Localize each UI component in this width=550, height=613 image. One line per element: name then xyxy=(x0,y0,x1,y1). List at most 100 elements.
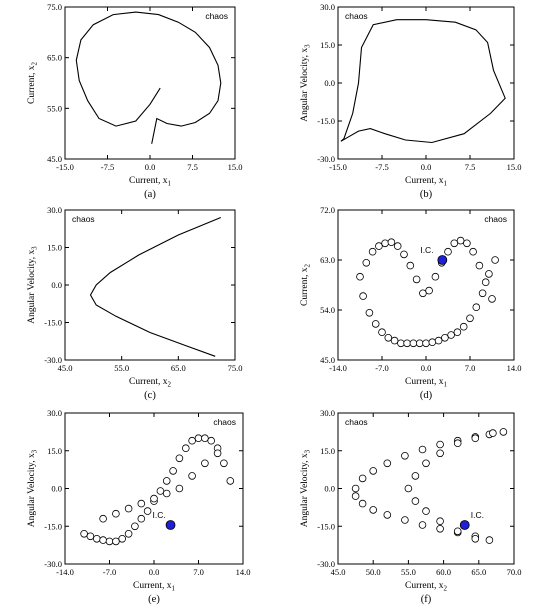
poincare-point xyxy=(351,484,360,493)
x-tick-label: 55.0 xyxy=(114,363,129,373)
x-tick-label: 65.0 xyxy=(171,363,186,373)
x-axis-label: Current, x1 xyxy=(129,176,172,188)
y-tick-label: 30.0 xyxy=(320,2,335,12)
y-tick-label: 15.0 xyxy=(47,446,62,456)
x-tick-label: 0.0 xyxy=(421,363,432,373)
poincare-point xyxy=(201,434,209,443)
poincare-point xyxy=(220,459,228,468)
initial-condition-point xyxy=(459,520,470,530)
x-axis-label: Current, x1 xyxy=(405,176,448,188)
poincare-point xyxy=(371,320,380,328)
chaos-annotation: chaos xyxy=(205,11,228,21)
poincare-point xyxy=(150,494,158,503)
poincare-point xyxy=(411,497,420,505)
poincare-point xyxy=(356,272,364,281)
chaos-annotation: chaos xyxy=(213,417,236,427)
x-tick-label: -14.0 xyxy=(329,363,347,373)
poincare-point xyxy=(403,339,411,348)
y-axis-label: Angular Velocity, x3 xyxy=(300,44,312,122)
ic-label: I.C. xyxy=(420,245,433,255)
x-tick-label: 0.0 xyxy=(421,162,432,172)
poincare-point xyxy=(112,509,120,518)
x-tick-label: -7.5 xyxy=(375,162,388,172)
poincare-point xyxy=(409,339,418,348)
plot-frame xyxy=(337,6,515,160)
y-tick-label: 0.0 xyxy=(324,78,335,88)
panel-label: (b) xyxy=(420,189,433,200)
poincare-point xyxy=(428,338,437,347)
trajectory-line xyxy=(340,19,506,144)
poincare-point xyxy=(412,275,421,284)
y-tick-label: -30.0 xyxy=(317,559,335,569)
poincare-point xyxy=(188,472,196,480)
poincare-point xyxy=(419,289,427,298)
poincare-point xyxy=(80,529,88,538)
y-tick-label: 75.0 xyxy=(47,2,62,12)
y-tick-label: 0.0 xyxy=(51,280,62,290)
panel-6: 45.0 50.0 55.0 60.0 65.0 70.0 -30.0 -15.0 0.0 15.… xyxy=(300,408,521,605)
plot-area xyxy=(89,216,222,357)
poincare-point xyxy=(418,445,427,454)
y-tick-label: -15.0 xyxy=(317,116,335,126)
poincare-point xyxy=(105,537,114,546)
poincare-point xyxy=(400,250,408,259)
poincare-point xyxy=(362,258,371,267)
y-tick-label: 0.0 xyxy=(324,484,335,494)
y-tick-label: 30.0 xyxy=(47,205,62,215)
poincare-point xyxy=(381,239,389,248)
poincare-point xyxy=(422,339,430,348)
poincare-point xyxy=(450,239,459,248)
poincare-point xyxy=(175,454,184,463)
poincare-point xyxy=(358,499,367,508)
y-tick-label: 72.0 xyxy=(320,205,335,215)
poincare-point xyxy=(436,449,444,458)
poincare-point xyxy=(86,532,95,541)
poincare-point xyxy=(365,308,374,317)
poincare-point xyxy=(99,536,107,544)
x-tick-label: -7.0 xyxy=(375,363,388,373)
x-tick-label: 0.0 xyxy=(149,567,160,577)
x-tick-label: 7.0 xyxy=(193,567,204,577)
poincare-point xyxy=(459,322,468,331)
chaos-annotation: chaos xyxy=(345,11,368,21)
poincare-point xyxy=(182,444,190,453)
poincare-point xyxy=(431,272,440,281)
poincare-point xyxy=(472,303,481,312)
poincare-point xyxy=(118,534,126,543)
poincare-point xyxy=(384,333,393,342)
ic-label: I.C. xyxy=(471,510,484,520)
x-tick-label: 15.0 xyxy=(507,162,522,172)
trajectory-line xyxy=(75,11,222,144)
y-tick-label: 45.0 xyxy=(47,154,62,164)
poincare-point xyxy=(478,289,487,298)
x-tick-label: -7.0 xyxy=(103,567,116,577)
poincare-point xyxy=(418,521,427,529)
poincare-point xyxy=(368,247,377,256)
poincare-point xyxy=(124,504,133,513)
y-tick-label: 30.0 xyxy=(47,408,62,418)
y-axis-label: Current, x2 xyxy=(300,263,312,306)
panel-4: -14.0 -7.0 0.0 7.0 14.0 45.0 54.0 63.0 72.0 Curre… xyxy=(300,205,521,401)
poincare-point xyxy=(453,527,462,536)
x-axis-label: Current, x1 xyxy=(133,581,176,593)
panel-label: (e) xyxy=(148,594,160,605)
poincare-point xyxy=(401,516,409,524)
poincare-point xyxy=(489,429,497,437)
poincare-point xyxy=(137,514,146,523)
poincare-point xyxy=(475,261,484,270)
poincare-point xyxy=(436,440,444,449)
y-tick-label: -15.0 xyxy=(44,318,62,328)
x-tick-label: 55.0 xyxy=(401,567,416,577)
x-tick-label: 75.0 xyxy=(228,363,243,373)
y-axis-label: Angular Velocity, x3 xyxy=(300,449,312,527)
x-tick-label: 14.0 xyxy=(507,363,522,373)
x-tick-label: 70.0 xyxy=(507,567,522,577)
plot-area xyxy=(356,236,499,348)
poincare-point xyxy=(99,514,107,523)
poincare-point xyxy=(383,511,392,519)
poincare-point xyxy=(469,247,477,256)
y-tick-label: 15.0 xyxy=(320,40,335,50)
x-tick-label: 60.0 xyxy=(436,567,451,577)
poincare-point xyxy=(213,449,222,458)
poincare-point xyxy=(447,331,455,339)
